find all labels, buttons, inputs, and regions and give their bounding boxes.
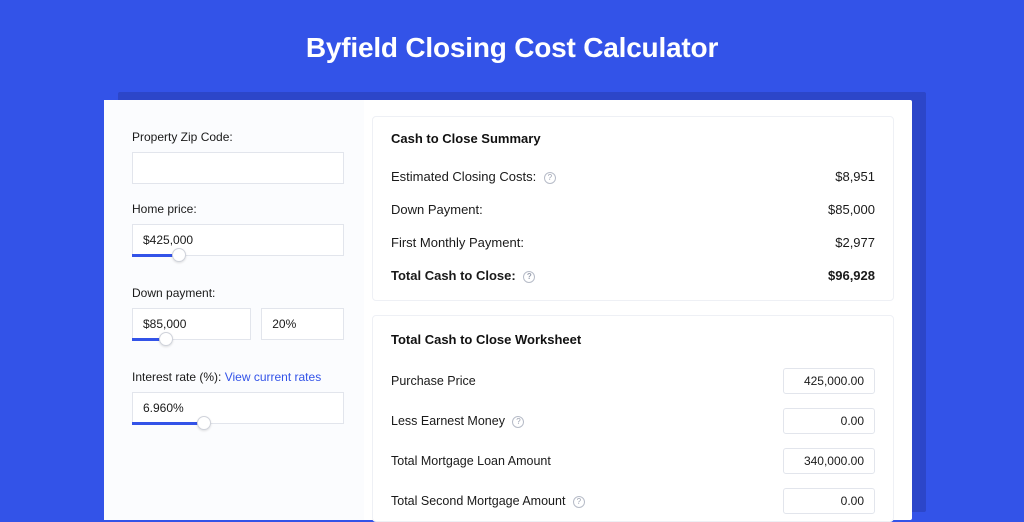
slider-thumb[interactable] — [159, 332, 173, 346]
summary-row-total: Total Cash to Close: ? $96,928 — [391, 259, 875, 292]
summary-value: $8,951 — [835, 169, 875, 184]
worksheet-row-purchase-price: Purchase Price 425,000.00 — [391, 361, 875, 401]
info-icon[interactable]: ? — [573, 496, 585, 508]
interest-rate-slider[interactable] — [132, 422, 344, 436]
form-panel: Property Zip Code: Home price: Down paym… — [104, 100, 364, 520]
worksheet-row-earnest-money: Less Earnest Money ? 0.00 — [391, 401, 875, 441]
view-rates-link[interactable]: View current rates — [225, 370, 322, 384]
summary-label: Estimated Closing Costs: ? — [391, 169, 556, 184]
interest-rate-label: Interest rate (%): View current rates — [132, 370, 344, 384]
info-icon[interactable]: ? — [512, 416, 524, 428]
info-icon[interactable]: ? — [544, 172, 556, 184]
worksheet-value[interactable]: 0.00 — [783, 488, 875, 514]
summary-row-closing-costs: Estimated Closing Costs: ? $8,951 — [391, 160, 875, 193]
calculator-card: Property Zip Code: Home price: Down paym… — [104, 100, 912, 520]
field-home-price: Home price: — [132, 202, 344, 268]
info-icon[interactable]: ? — [523, 271, 535, 283]
down-payment-percent-input[interactable] — [261, 308, 344, 340]
worksheet-value[interactable]: 340,000.00 — [783, 448, 875, 474]
down-payment-slider[interactable] — [132, 338, 261, 352]
zip-label: Property Zip Code: — [132, 130, 344, 144]
down-payment-input[interactable] — [132, 308, 251, 340]
field-interest-rate: Interest rate (%): View current rates — [132, 370, 344, 436]
worksheet-value[interactable]: 425,000.00 — [783, 368, 875, 394]
worksheet-box: Total Cash to Close Worksheet Purchase P… — [372, 315, 894, 522]
summary-box: Cash to Close Summary Estimated Closing … — [372, 116, 894, 301]
summary-label: Down Payment: — [391, 202, 483, 217]
slider-thumb[interactable] — [172, 248, 186, 262]
page-title: Byfield Closing Cost Calculator — [306, 32, 718, 64]
field-down-payment: Down payment: — [132, 286, 344, 352]
summary-value: $96,928 — [828, 268, 875, 283]
summary-label: First Monthly Payment: — [391, 235, 524, 250]
summary-value: $85,000 — [828, 202, 875, 217]
worksheet-row-loan-amount: Total Mortgage Loan Amount 340,000.00 — [391, 441, 875, 481]
slider-thumb[interactable] — [197, 416, 211, 430]
results-panel: Cash to Close Summary Estimated Closing … — [364, 100, 912, 520]
worksheet-label: Total Second Mortgage Amount ? — [391, 494, 585, 508]
summary-value: $2,977 — [835, 235, 875, 250]
zip-input[interactable] — [132, 152, 344, 184]
summary-label: Total Cash to Close: ? — [391, 268, 535, 283]
summary-row-down-payment: Down Payment: $85,000 — [391, 193, 875, 226]
worksheet-row-second-mortgage: Total Second Mortgage Amount ? 0.00 — [391, 481, 875, 521]
slider-track — [132, 422, 204, 425]
worksheet-title: Total Cash to Close Worksheet — [391, 332, 875, 347]
interest-rate-input[interactable] — [132, 392, 344, 424]
worksheet-label: Less Earnest Money ? — [391, 414, 524, 428]
worksheet-label: Purchase Price — [391, 374, 476, 388]
interest-rate-label-text: Interest rate (%): — [132, 370, 225, 384]
down-payment-label: Down payment: — [132, 286, 344, 300]
home-price-label: Home price: — [132, 202, 344, 216]
home-price-slider[interactable] — [132, 254, 344, 268]
worksheet-value[interactable]: 0.00 — [783, 408, 875, 434]
summary-row-first-payment: First Monthly Payment: $2,977 — [391, 226, 875, 259]
worksheet-label: Total Mortgage Loan Amount — [391, 454, 551, 468]
field-zip: Property Zip Code: — [132, 130, 344, 184]
home-price-input[interactable] — [132, 224, 344, 256]
summary-title: Cash to Close Summary — [391, 131, 875, 146]
